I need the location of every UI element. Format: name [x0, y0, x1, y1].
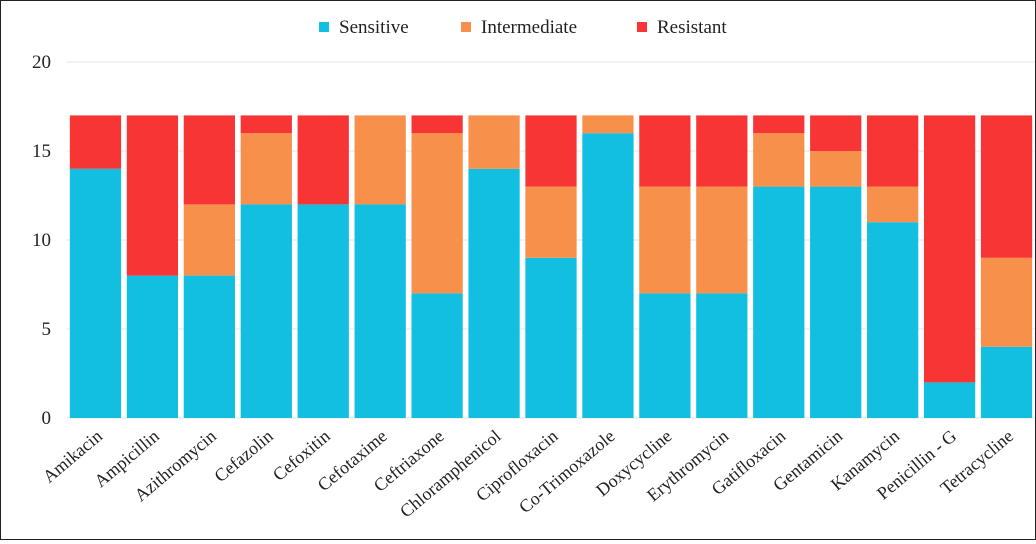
- bar-resistant-amikacin: [69, 115, 122, 169]
- bar-intermediate-gentamicin: [810, 151, 862, 187]
- bar-intermediate-azithromycin: [183, 204, 235, 276]
- bar-sensitive-tetracycline: [980, 346, 1033, 418]
- bar-sensitive-doxycycline: [639, 293, 691, 418]
- bar-sensitive-chloramphenicol: [468, 168, 520, 418]
- bar-resistant-cefoxitin: [297, 115, 349, 205]
- bar-resistant-gatifloxacin: [753, 115, 805, 134]
- x-axis-labels: AmikacinAmpicillinAzithromycinCefazolinC…: [39, 426, 1017, 522]
- bar-resistant-gentamicin: [810, 115, 862, 151]
- x-tick-label: Co-Trimoxazole: [515, 426, 619, 517]
- x-tick-label: Chloramphenicol: [396, 426, 505, 522]
- bar-sensitive-gatifloxacin: [753, 186, 805, 418]
- bar-intermediate-co-trimoxazole: [582, 115, 634, 134]
- bar-resistant-penicillin-g: [923, 115, 976, 383]
- bar-intermediate-gatifloxacin: [753, 133, 805, 187]
- bar-sensitive-kanamycin: [867, 222, 919, 418]
- y-axis-ticks: 0 5 10 15 20: [32, 52, 51, 429]
- legend-label-sensitive: Sensitive: [339, 17, 409, 38]
- y-tick-label: 0: [42, 408, 52, 429]
- bar-sensitive-ceftriaxone: [411, 293, 463, 418]
- bar-intermediate-ciprofloxacin: [525, 186, 577, 258]
- bar-intermediate-erythromycin: [696, 186, 748, 294]
- bar-intermediate-chloramphenicol: [468, 115, 520, 169]
- bar-sensitive-cefoxitin: [297, 204, 349, 418]
- bar-sensitive-azithromycin: [183, 275, 235, 418]
- x-tick-label: Cefazolin: [210, 426, 276, 486]
- bar-sensitive-ciprofloxacin: [525, 257, 577, 418]
- bar-intermediate-ceftriaxone: [411, 133, 463, 294]
- bars: [69, 115, 1033, 418]
- y-tick-label: 15: [32, 141, 51, 162]
- bar-resistant-doxycycline: [639, 115, 691, 187]
- bar-resistant-ciprofloxacin: [525, 115, 577, 187]
- legend-swatch-sensitive: [319, 22, 329, 32]
- legend-swatch-intermediate: [461, 22, 471, 32]
- bar-resistant-erythromycin: [696, 115, 748, 187]
- legend-label-intermediate: Intermediate: [481, 17, 577, 38]
- bar-intermediate-cefazolin: [240, 133, 292, 205]
- bar-sensitive-co-trimoxazole: [582, 133, 634, 418]
- bar-resistant-kanamycin: [867, 115, 919, 187]
- y-tick-label: 10: [32, 230, 51, 251]
- bar-resistant-ceftriaxone: [411, 115, 463, 134]
- bar-sensitive-gentamicin: [810, 186, 862, 418]
- bar-sensitive-cefazolin: [240, 204, 292, 418]
- bar-intermediate-tetracycline: [980, 257, 1033, 347]
- bar-sensitive-cefotaxime: [354, 204, 406, 418]
- bar-intermediate-doxycycline: [639, 186, 691, 294]
- bar-sensitive-amikacin: [69, 168, 122, 418]
- bar-resistant-tetracycline: [980, 115, 1033, 258]
- legend-swatch-resistant: [637, 22, 647, 32]
- bar-intermediate-kanamycin: [867, 186, 919, 223]
- bar-resistant-azithromycin: [183, 115, 235, 205]
- y-tick-label: 5: [42, 319, 52, 340]
- bar-sensitive-ampicillin: [126, 275, 179, 418]
- bar-sensitive-erythromycin: [696, 293, 748, 418]
- bar-resistant-ampicillin: [126, 115, 179, 276]
- legend: Sensitive Intermediate Resistant: [319, 17, 727, 38]
- bar-intermediate-cefotaxime: [354, 115, 406, 205]
- bar-sensitive-penicillin-g: [923, 382, 976, 418]
- bar-resistant-cefazolin: [240, 115, 292, 134]
- legend-label-resistant: Resistant: [657, 17, 727, 38]
- y-tick-label: 20: [32, 52, 51, 73]
